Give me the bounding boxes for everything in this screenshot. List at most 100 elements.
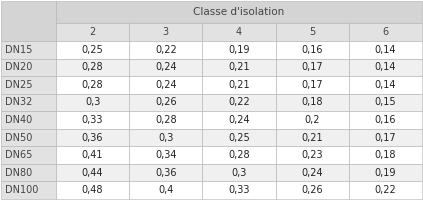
Text: 0,24: 0,24 [155,62,177,72]
Text: 0,21: 0,21 [228,80,250,90]
Text: 0,14: 0,14 [375,45,396,55]
Text: 0,24: 0,24 [228,115,250,125]
Text: DN25: DN25 [5,80,33,90]
Text: 0,26: 0,26 [301,185,323,195]
Bar [129,94,202,111]
Bar [349,111,422,129]
Bar [129,181,202,199]
Bar [129,59,202,76]
Bar [349,146,422,164]
Bar [349,94,422,111]
Bar [276,164,349,181]
Bar [349,76,422,94]
Text: Classe d'isolation: Classe d'isolation [193,7,285,17]
Text: 0,28: 0,28 [82,62,103,72]
Text: 0,3: 0,3 [231,168,247,178]
Text: DN15: DN15 [5,45,33,55]
Text: 0,17: 0,17 [375,133,396,143]
Text: 0,34: 0,34 [155,150,176,160]
Bar [56,164,129,181]
Text: 0,22: 0,22 [374,185,396,195]
Bar [202,76,276,94]
Text: 0,21: 0,21 [228,62,250,72]
Text: 4: 4 [236,27,242,37]
Text: DN80: DN80 [5,168,32,178]
Bar [276,59,349,76]
Text: 0,24: 0,24 [155,80,177,90]
Bar [349,23,422,41]
Text: 0,21: 0,21 [301,133,323,143]
Text: 0,16: 0,16 [302,45,323,55]
Bar [349,41,422,59]
Bar [349,181,422,199]
Text: 0,19: 0,19 [228,45,250,55]
Text: 0,15: 0,15 [375,97,396,107]
Bar [202,41,276,59]
Text: 0,22: 0,22 [155,45,177,55]
Bar [129,41,202,59]
Text: 0,26: 0,26 [155,97,177,107]
Bar [1,76,56,94]
Text: 0,33: 0,33 [82,115,103,125]
Bar [56,146,129,164]
Text: DN40: DN40 [5,115,32,125]
Bar [276,111,349,129]
Bar [1,164,56,181]
Text: 0,19: 0,19 [375,168,396,178]
Text: 0,36: 0,36 [155,168,176,178]
Text: 0,36: 0,36 [82,133,103,143]
Text: 0,3: 0,3 [158,133,173,143]
Bar [276,181,349,199]
Bar [1,181,56,199]
Text: 0,44: 0,44 [82,168,103,178]
Text: 6: 6 [382,27,388,37]
Text: 0,28: 0,28 [228,150,250,160]
Bar [1,41,56,59]
Bar [1,111,56,129]
Text: 2: 2 [90,27,96,37]
Bar [56,181,129,199]
Text: 3: 3 [163,27,169,37]
Text: 0,48: 0,48 [82,185,103,195]
Text: 0,28: 0,28 [155,115,177,125]
Text: 0,41: 0,41 [82,150,103,160]
Bar [129,129,202,146]
Text: 0,17: 0,17 [301,62,323,72]
Bar [129,23,202,41]
Bar [276,23,349,41]
Bar [1,146,56,164]
Bar [349,59,422,76]
Text: 0,28: 0,28 [82,80,103,90]
Bar [129,164,202,181]
Text: 0,14: 0,14 [375,80,396,90]
Bar [56,1,422,23]
Bar [56,94,129,111]
Bar [349,164,422,181]
Bar [202,111,276,129]
Bar [1,129,56,146]
Bar [349,129,422,146]
Bar [1,94,56,111]
Text: DN50: DN50 [5,133,33,143]
Text: 0,24: 0,24 [301,168,323,178]
Text: 0,4: 0,4 [158,185,173,195]
Bar [129,146,202,164]
Bar [276,146,349,164]
Bar [202,146,276,164]
Bar [276,76,349,94]
Bar [56,111,129,129]
Bar [56,59,129,76]
Text: DN20: DN20 [5,62,33,72]
Text: 0,17: 0,17 [301,80,323,90]
Text: 0,33: 0,33 [228,185,250,195]
Text: 0,18: 0,18 [302,97,323,107]
Bar [202,23,276,41]
Text: DN32: DN32 [5,97,33,107]
Bar [202,129,276,146]
Bar [202,164,276,181]
Text: 0,14: 0,14 [375,62,396,72]
Text: 0,3: 0,3 [85,97,100,107]
Bar [129,111,202,129]
Bar [276,94,349,111]
Text: DN100: DN100 [5,185,38,195]
